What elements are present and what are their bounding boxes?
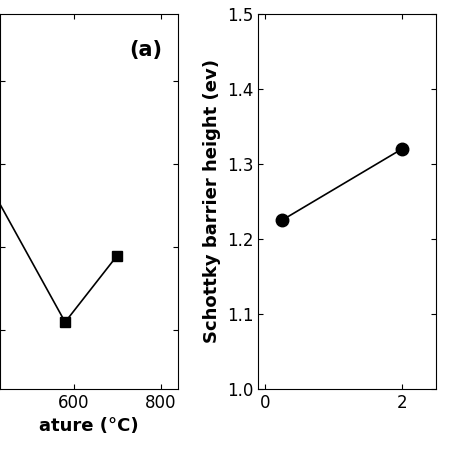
X-axis label: ature (°C): ature (°C) bbox=[39, 417, 139, 435]
Y-axis label: Schottky barrier height (ev): Schottky barrier height (ev) bbox=[203, 59, 221, 344]
Text: (a): (a) bbox=[129, 40, 163, 60]
